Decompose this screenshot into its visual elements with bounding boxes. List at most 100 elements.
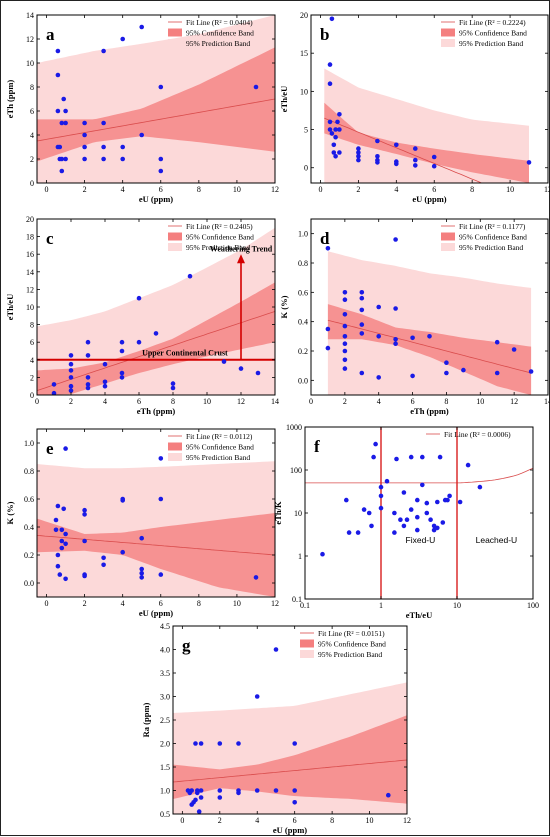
y-tick-label: 12 xyxy=(26,285,34,294)
legend-label: Fit Line (R² = 0.0006) xyxy=(444,430,511,439)
data-point xyxy=(55,563,61,569)
data-point xyxy=(85,382,91,387)
x-tick-label: 0 xyxy=(45,185,49,194)
legend-swatch-prediction xyxy=(300,650,314,658)
x-axis-label: eTh/eU xyxy=(406,610,432,620)
data-point xyxy=(337,150,342,155)
data-point xyxy=(101,144,106,150)
fit-line xyxy=(327,319,532,374)
x-tick-label: 0 xyxy=(318,185,322,194)
data-point xyxy=(393,306,398,311)
x-tick-label: 2 xyxy=(83,599,87,608)
data-point xyxy=(393,337,398,342)
data-point xyxy=(292,741,298,746)
x-tick-label: 0 xyxy=(180,816,184,825)
plot-area-e xyxy=(37,446,275,597)
x-tick-label: 14 xyxy=(271,397,279,406)
data-point xyxy=(68,368,74,373)
data-point xyxy=(51,390,57,395)
x-tick-label: 0.1 xyxy=(300,601,310,610)
data-point xyxy=(371,454,376,460)
data-point xyxy=(221,359,227,364)
x-tick-label: 8 xyxy=(330,816,334,825)
confidence-band xyxy=(327,304,532,395)
data-point xyxy=(420,482,425,488)
data-point xyxy=(198,795,204,800)
x-tick-label: 8 xyxy=(197,185,201,194)
data-point xyxy=(393,237,398,242)
data-point xyxy=(68,353,74,358)
x-axis-label: eU (ppm) xyxy=(139,194,173,204)
data-point xyxy=(398,517,403,522)
data-point xyxy=(342,297,348,303)
x-tick-label: 6 xyxy=(159,599,163,608)
legend-swatch-prediction xyxy=(168,243,182,251)
data-point xyxy=(82,144,87,150)
data-point xyxy=(55,48,61,54)
y-tick-label: 4.5 xyxy=(160,622,170,631)
legend-swatch-confidence xyxy=(168,442,182,451)
data-point xyxy=(325,246,331,251)
data-point xyxy=(445,497,450,503)
y-tick-label: 0 xyxy=(30,179,34,188)
legend-label: 95% Confidence Band xyxy=(186,29,254,38)
prediction-band xyxy=(324,68,529,183)
legend-label: 95% Prediction Band xyxy=(459,243,523,252)
plot-frame xyxy=(310,14,549,184)
data-point xyxy=(63,531,68,537)
fit-line xyxy=(173,759,407,783)
y-tick-label: 18 xyxy=(26,233,34,242)
data-point xyxy=(63,446,68,451)
data-point xyxy=(375,138,380,144)
x-tick-label: 14 xyxy=(544,397,550,406)
data-point xyxy=(101,555,106,561)
data-point xyxy=(59,120,65,126)
data-point xyxy=(82,156,87,162)
plot-frame xyxy=(36,14,276,184)
y-tick-label: 0.6 xyxy=(298,288,308,297)
data-point xyxy=(344,497,349,503)
data-point xyxy=(447,493,452,499)
data-point xyxy=(342,348,348,354)
y-axis-label: eTh/eU xyxy=(279,86,289,112)
plot-area-d xyxy=(325,237,534,395)
data-point xyxy=(444,370,449,376)
panel-b: 0 2 4 6 8 10 12 0 5 10 15 20 eU (ppm) eTh/eU b Fit Line… xyxy=(279,11,550,204)
data-point xyxy=(375,157,380,163)
panel-f: 0.1 1 10 100 0.1 1 10 100 1000 eTh/eU eTh/K f Fit Li… xyxy=(273,423,539,620)
x-tick-label: 10 xyxy=(203,397,211,406)
y-tick-label: 0.4 xyxy=(24,523,34,532)
data-point xyxy=(408,454,414,460)
data-point xyxy=(85,339,91,345)
data-point xyxy=(158,572,164,577)
data-point xyxy=(410,335,415,341)
data-point xyxy=(359,331,365,336)
data-point xyxy=(55,108,61,114)
y-tick-label: 2.5 xyxy=(160,716,170,725)
data-point xyxy=(193,797,198,803)
data-point xyxy=(136,339,142,345)
data-point xyxy=(337,127,342,132)
data-point xyxy=(477,484,483,490)
x-tick-label: 8 xyxy=(197,599,201,608)
data-point xyxy=(82,512,87,517)
x-tick-label: 10 xyxy=(233,599,241,608)
x-tick-label: 6 xyxy=(293,816,297,825)
y-tick-label: 1 xyxy=(298,552,302,561)
data-point xyxy=(63,156,68,162)
y-tick-label: 0.5 xyxy=(160,810,170,819)
x-tick-label: 10 xyxy=(453,601,461,610)
y-tick-label: 2 xyxy=(30,155,34,164)
confidence-band xyxy=(37,47,275,162)
data-point xyxy=(378,493,384,499)
data-point xyxy=(82,572,87,577)
data-point xyxy=(254,788,260,793)
data-point xyxy=(63,576,68,582)
data-point xyxy=(435,499,440,505)
data-point xyxy=(333,154,338,159)
data-point xyxy=(158,168,164,174)
data-point xyxy=(292,800,298,805)
x-tick-label: 8 xyxy=(171,397,175,406)
y-tick-label: 14 xyxy=(26,268,34,277)
